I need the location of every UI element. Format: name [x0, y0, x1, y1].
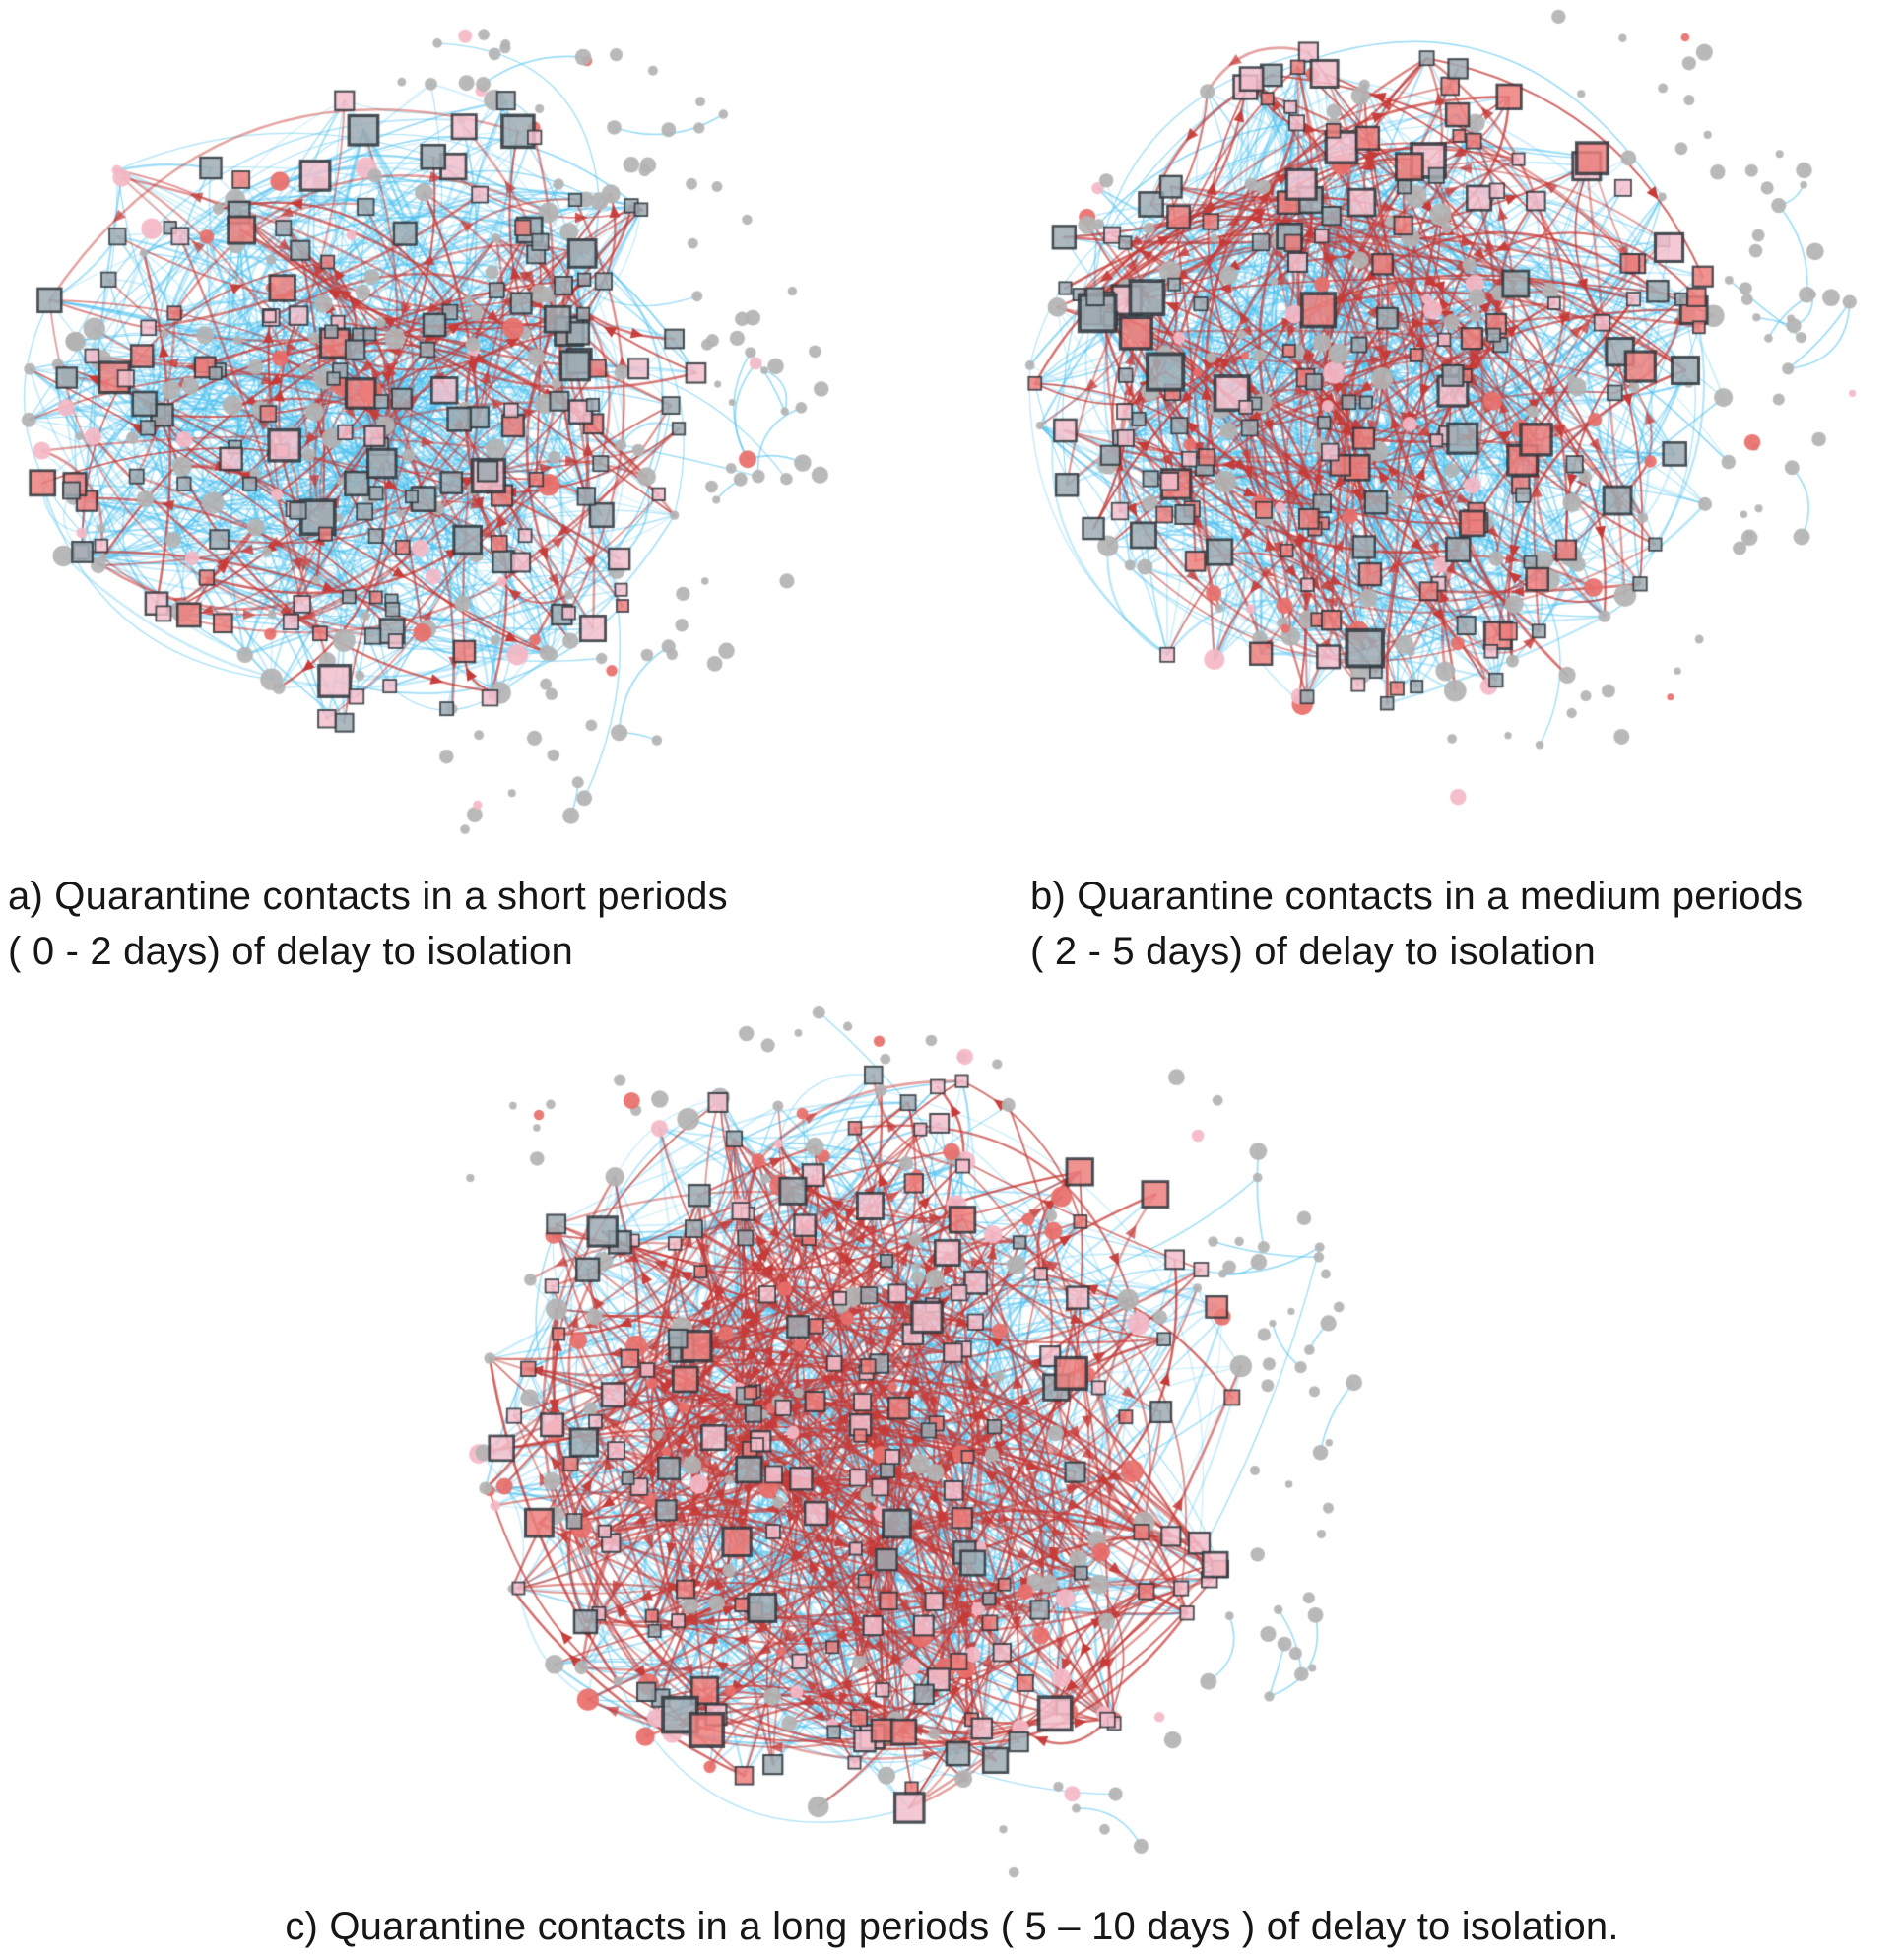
caption-a-line2: ( 0 - 2 days) of delay to isolation: [8, 930, 573, 973]
network-panel-c-long-delay: [335, 985, 1399, 1896]
caption-a-line1: a) Quarantine contacts in a short period…: [8, 875, 728, 918]
caption-c-line1: c) Quarantine contacts in a long periods…: [285, 1905, 1619, 1948]
caption-panel-b: b) Quarantine contacts in a medium perio…: [1030, 869, 1803, 979]
caption-b-line1: b) Quarantine contacts in a medium perio…: [1030, 875, 1804, 918]
network-panel-a-short-delay: [0, 0, 832, 867]
network-panel-b-medium-delay: [941, 0, 1904, 867]
caption-panel-a: a) Quarantine contacts in a short period…: [8, 869, 728, 979]
caption-panel-c: c) Quarantine contacts in a long periods…: [0, 1899, 1904, 1954]
caption-b-line2: ( 2 - 5 days) of delay to isolation: [1030, 930, 1596, 973]
